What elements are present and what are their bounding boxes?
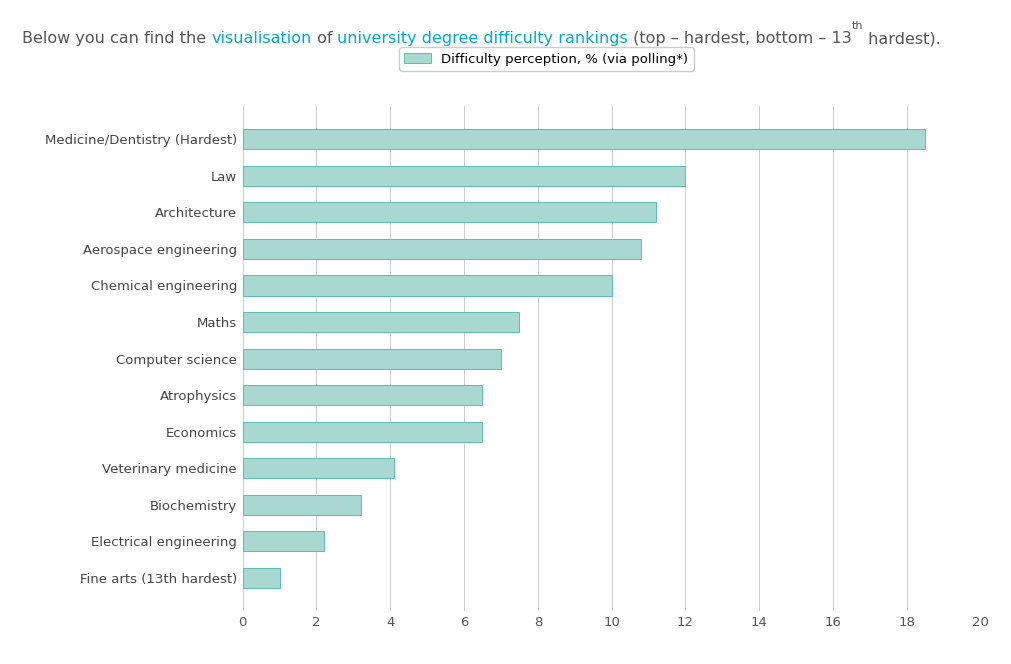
Bar bbox=[243, 312, 520, 332]
Bar bbox=[243, 166, 685, 186]
Bar bbox=[243, 203, 656, 222]
Bar bbox=[243, 458, 394, 478]
Text: visualisation: visualisation bbox=[211, 31, 311, 46]
Text: hardest).: hardest). bbox=[863, 31, 941, 46]
Bar bbox=[243, 276, 612, 295]
Bar bbox=[243, 129, 925, 149]
Bar bbox=[243, 495, 361, 515]
Legend: Difficulty perception, % (via polling*): Difficulty perception, % (via polling*) bbox=[399, 47, 694, 71]
Bar bbox=[243, 568, 279, 588]
Text: th: th bbox=[852, 21, 863, 31]
Text: university degree difficulty rankings: university degree difficulty rankings bbox=[338, 31, 628, 46]
Bar bbox=[243, 385, 482, 405]
Bar bbox=[243, 239, 641, 259]
Text: (top – hardest, bottom – 13: (top – hardest, bottom – 13 bbox=[628, 31, 852, 46]
Text: of: of bbox=[311, 31, 338, 46]
Text: Below you can find the: Below you can find the bbox=[22, 31, 211, 46]
Bar bbox=[243, 349, 500, 369]
Bar bbox=[243, 531, 324, 551]
Bar bbox=[243, 422, 482, 442]
